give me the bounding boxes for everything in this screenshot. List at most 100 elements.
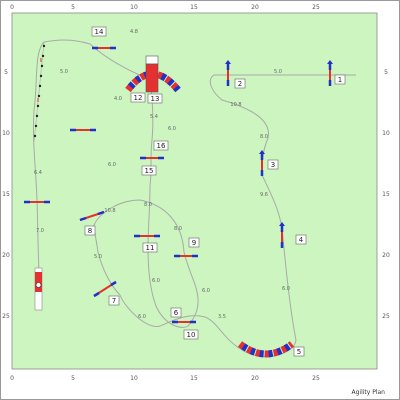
weave-pole bbox=[36, 104, 40, 108]
x-tick-bottom: 15 bbox=[190, 375, 198, 382]
x-tick-top: 0 bbox=[10, 4, 14, 11]
number-label: 3 bbox=[267, 159, 279, 170]
number-label: 15 bbox=[141, 165, 157, 176]
number-label: 1 bbox=[334, 74, 346, 85]
x-tick-bottom: 10 bbox=[130, 375, 138, 382]
svg-text:8: 8 bbox=[88, 227, 92, 235]
course-field bbox=[11, 12, 378, 370]
y-tick-left: 20 bbox=[2, 252, 10, 259]
number-label: 7 bbox=[108, 295, 120, 306]
y-tick-left: 5 bbox=[4, 69, 8, 76]
axis-top: 0 5 10 15 20 25 bbox=[10, 4, 320, 11]
svg-text:9: 9 bbox=[192, 239, 196, 247]
jump-obstacle[interactable] bbox=[79, 210, 105, 222]
y-tick-right: 15 bbox=[382, 191, 390, 198]
distance-label: 6.0 bbox=[202, 288, 210, 294]
jump-obstacle[interactable] bbox=[225, 60, 231, 86]
number-label: 2 bbox=[234, 78, 246, 89]
jump-obstacle[interactable] bbox=[327, 60, 333, 86]
finish-circle-icon bbox=[35, 282, 42, 288]
distance-label: 8.0 bbox=[260, 134, 268, 140]
svg-text:4: 4 bbox=[299, 236, 304, 244]
distance-label: 5.0 bbox=[60, 69, 68, 75]
number-label: 6 bbox=[170, 307, 182, 318]
number-label: 14 bbox=[91, 26, 107, 37]
tire-obstacle[interactable] bbox=[145, 55, 159, 93]
svg-text:11: 11 bbox=[146, 244, 155, 252]
distance-label: 3.5 bbox=[218, 314, 226, 320]
weave-pole bbox=[34, 124, 38, 128]
svg-text:1: 1 bbox=[338, 76, 342, 84]
distance-label: 6.4 bbox=[34, 170, 42, 176]
distance-label: 10.8 bbox=[230, 102, 241, 108]
distance-label: 8.0 bbox=[144, 202, 152, 208]
y-tick-left: 15 bbox=[2, 191, 10, 198]
distance-label: 6.0 bbox=[168, 126, 176, 132]
weave-pole bbox=[40, 64, 44, 68]
distance-label: 10.8 bbox=[104, 208, 115, 214]
x-tick-top: 25 bbox=[312, 4, 320, 11]
y-tick-right: 20 bbox=[382, 252, 390, 259]
number-label: 12 bbox=[130, 92, 146, 103]
weave-pole bbox=[35, 114, 39, 118]
number-labels: 1 2 3 4 5 6 7 8 9 10 11 12 13 14 15 16 1… bbox=[84, 26, 346, 357]
svg-text:10: 10 bbox=[187, 331, 196, 339]
weave-pole bbox=[42, 44, 46, 48]
x-tick-top: 10 bbox=[130, 4, 138, 11]
tunnel-obstacle[interactable] bbox=[237, 341, 295, 358]
distance-label: 7.0 bbox=[36, 228, 44, 234]
svg-text:13: 13 bbox=[151, 95, 160, 103]
distance-label: 5.0 bbox=[94, 254, 102, 260]
number-label: 9 bbox=[188, 237, 200, 248]
svg-text:15: 15 bbox=[145, 167, 154, 175]
number-label: 11 bbox=[142, 242, 158, 253]
app-name: Agility Plan bbox=[352, 389, 386, 396]
y-tick-right: 25 bbox=[382, 313, 390, 320]
y-tick-left: 10 bbox=[2, 130, 10, 137]
x-tick-bottom: 0 bbox=[10, 375, 14, 382]
distance-label: 4.8 bbox=[130, 29, 138, 35]
y-tick-right: 5 bbox=[384, 69, 388, 76]
x-tick-top: 15 bbox=[190, 4, 198, 11]
svg-text:3: 3 bbox=[271, 161, 275, 169]
jump-obstacle[interactable] bbox=[259, 150, 265, 176]
svg-text:16: 16 bbox=[157, 142, 166, 150]
weave-poles[interactable] bbox=[33, 41, 46, 143]
svg-text:2: 2 bbox=[238, 80, 242, 88]
svg-text:5: 5 bbox=[297, 348, 301, 356]
svg-text:14: 14 bbox=[95, 28, 104, 36]
distance-labels: 5.0 10.8 9.6 6.0 3.5 6.0 6.0 6.0 5.0 8.0… bbox=[34, 29, 290, 320]
svg-text:6: 6 bbox=[174, 309, 179, 317]
distance-label: 5.0 bbox=[274, 69, 282, 75]
x-tick-top: 5 bbox=[71, 4, 75, 11]
distance-label: 4.0 bbox=[114, 96, 122, 102]
number-label: 10 bbox=[183, 329, 199, 340]
finish-pole-red bbox=[35, 272, 42, 292]
x-tick-bottom: 25 bbox=[312, 375, 320, 382]
axis-left: 5 10 15 20 25 bbox=[2, 69, 10, 320]
jump-obstacle[interactable] bbox=[279, 222, 285, 248]
jump-obstacle[interactable] bbox=[93, 280, 117, 298]
number-label: 16 bbox=[153, 140, 169, 151]
svg-text:12: 12 bbox=[134, 94, 143, 102]
weave-pole bbox=[41, 54, 45, 58]
number-label: 13 bbox=[147, 93, 163, 104]
x-tick-bottom: 20 bbox=[251, 375, 259, 382]
weave-pole bbox=[38, 84, 42, 88]
weave-pole bbox=[37, 94, 41, 98]
x-tick-top: 20 bbox=[251, 4, 259, 11]
distance-label: 5.4 bbox=[150, 114, 158, 120]
distance-label: 6.0 bbox=[152, 278, 160, 284]
weave-pole bbox=[33, 134, 37, 138]
distance-label: 6.0 bbox=[108, 162, 116, 168]
y-tick-right: 10 bbox=[382, 130, 390, 137]
number-label: 8 bbox=[84, 225, 96, 236]
y-tick-left: 25 bbox=[2, 313, 10, 320]
distance-label: 6.0 bbox=[282, 286, 290, 292]
number-label: 4 bbox=[295, 234, 307, 245]
finish-pole[interactable] bbox=[34, 267, 43, 311]
distance-label: 6.0 bbox=[138, 314, 146, 320]
svg-text:7: 7 bbox=[112, 297, 116, 305]
x-tick-bottom: 5 bbox=[71, 375, 75, 382]
